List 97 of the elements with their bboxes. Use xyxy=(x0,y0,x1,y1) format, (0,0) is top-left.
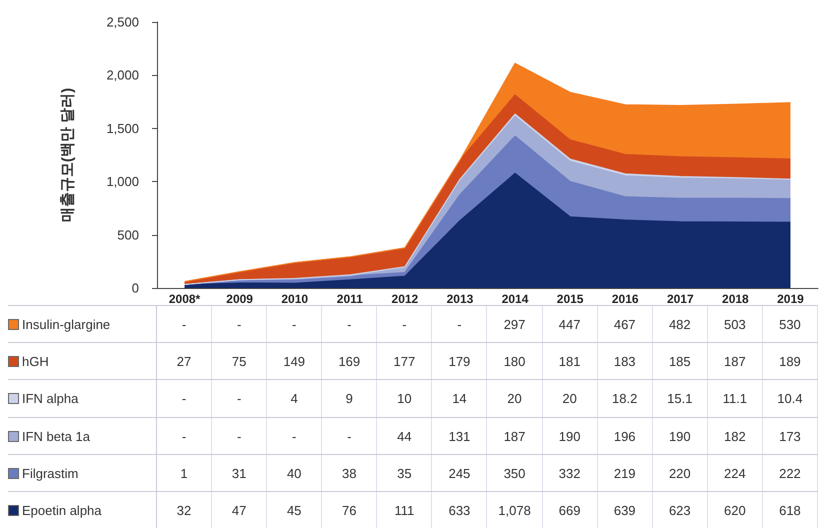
x-tick-label: 2018 xyxy=(722,292,750,306)
data-label: 10 xyxy=(377,380,432,418)
data-label: 40 xyxy=(267,454,322,492)
data-label: - xyxy=(212,418,268,455)
data-label: 503 xyxy=(708,306,763,344)
data-label: - xyxy=(212,306,268,344)
data-label: 14 xyxy=(432,380,488,418)
data-label: 45 xyxy=(267,492,322,528)
data-label: 10.4 xyxy=(762,380,818,418)
data-label: 190 xyxy=(542,418,598,455)
x-tick-label: 2009 xyxy=(226,292,254,306)
legend-label: Filgrastim xyxy=(8,454,157,492)
data-label: 350 xyxy=(488,454,543,492)
data-label: 183 xyxy=(598,343,653,380)
legend-label: IFN alpha xyxy=(8,380,157,418)
data-label: - xyxy=(322,418,378,455)
data-label: 9 xyxy=(322,380,378,418)
data-label: 4 xyxy=(267,380,322,418)
data-label: 18.2 xyxy=(598,380,653,418)
data-label: 332 xyxy=(542,454,598,492)
data-label: 20 xyxy=(488,380,543,418)
data-label: 15.1 xyxy=(652,380,708,418)
data-label: 245 xyxy=(432,454,488,492)
x-tick-label: 2012 xyxy=(392,292,419,306)
legend-label: IFN beta 1a xyxy=(8,418,157,455)
data-label: 639 xyxy=(598,492,653,528)
data-label: 173 xyxy=(762,418,818,455)
data-label: - xyxy=(157,380,212,418)
data-label: - xyxy=(432,306,488,344)
data-label: 297 xyxy=(488,306,543,344)
data-label: 11.1 xyxy=(708,380,763,418)
data-label: 187 xyxy=(708,343,763,380)
data-label: 20 xyxy=(542,380,598,418)
data-label: 220 xyxy=(652,454,708,492)
data-label: - xyxy=(157,418,212,455)
x-tick-label: 2016 xyxy=(612,292,639,306)
data-label: 31 xyxy=(212,454,268,492)
data-label: 530 xyxy=(762,306,818,344)
y-tick-label: 1,000 xyxy=(106,174,139,190)
y-tick-label: 0 xyxy=(132,280,139,296)
data-label: 189 xyxy=(762,343,818,380)
legend-label: Insulin-glargine xyxy=(8,306,157,344)
x-tick-label: 2013 xyxy=(446,292,474,306)
data-label: - xyxy=(322,306,378,344)
x-tick-label: 2017 xyxy=(666,292,694,306)
x-tick-label: 2019 xyxy=(777,292,804,306)
data-label: 180 xyxy=(488,343,543,380)
data-label: 669 xyxy=(542,492,598,528)
data-label: 620 xyxy=(708,492,763,528)
data-label: - xyxy=(377,306,432,344)
data-label: 1,078 xyxy=(488,492,543,528)
x-tick-label: 2015 xyxy=(556,292,584,306)
data-label: 187 xyxy=(488,418,543,455)
data-label: 179 xyxy=(432,343,488,380)
data-label: 47 xyxy=(212,492,268,528)
data-label: 35 xyxy=(377,454,432,492)
data-label: 196 xyxy=(598,418,653,455)
data-label: 633 xyxy=(432,492,488,528)
x-tick-label: 2014 xyxy=(502,292,529,306)
y-tick-label: 2,000 xyxy=(106,68,139,83)
y-tick-label: 1,500 xyxy=(106,120,139,136)
y-tick-label: 500 xyxy=(117,227,139,242)
data-label: 32 xyxy=(157,492,212,528)
data-label: 76 xyxy=(322,492,378,528)
data-label: 181 xyxy=(542,343,598,380)
legend-label: hGH xyxy=(8,343,157,380)
data-label: 75 xyxy=(212,343,268,380)
data-label: 222 xyxy=(762,454,818,492)
data-label: 111 xyxy=(377,492,432,528)
data-label: 224 xyxy=(708,454,763,492)
x-tick-label: 2010 xyxy=(281,292,308,306)
data-label: - xyxy=(267,306,322,344)
data-label: 44 xyxy=(377,418,432,455)
y-tick-label: 2,500 xyxy=(106,14,139,30)
data-label: - xyxy=(157,306,212,344)
data-label: 467 xyxy=(598,306,653,344)
x-tick-label: 2008* xyxy=(168,292,201,306)
data-label: 131 xyxy=(432,418,488,455)
data-label: 169 xyxy=(322,343,378,380)
data-label: 1 xyxy=(157,454,212,492)
data-label: 27 xyxy=(157,343,212,380)
data-label: 190 xyxy=(652,418,708,455)
data-label: - xyxy=(267,418,322,455)
legend-label: Epoetin alpha xyxy=(8,492,157,528)
data-label: 185 xyxy=(652,343,708,380)
x-tick-label: 2011 xyxy=(336,292,364,306)
data-label: 149 xyxy=(267,343,322,380)
data-label: 38 xyxy=(322,454,378,492)
data-label: 623 xyxy=(652,492,708,528)
data-label: 618 xyxy=(762,492,818,528)
y-axis-title: 매출규모(백만 달러) xyxy=(59,88,76,222)
data-label: 447 xyxy=(542,306,598,344)
data-label: - xyxy=(212,380,268,418)
data-label: 182 xyxy=(708,418,763,455)
data-label: 219 xyxy=(598,454,653,492)
data-label: 177 xyxy=(377,343,432,380)
data-label: 482 xyxy=(652,306,708,344)
